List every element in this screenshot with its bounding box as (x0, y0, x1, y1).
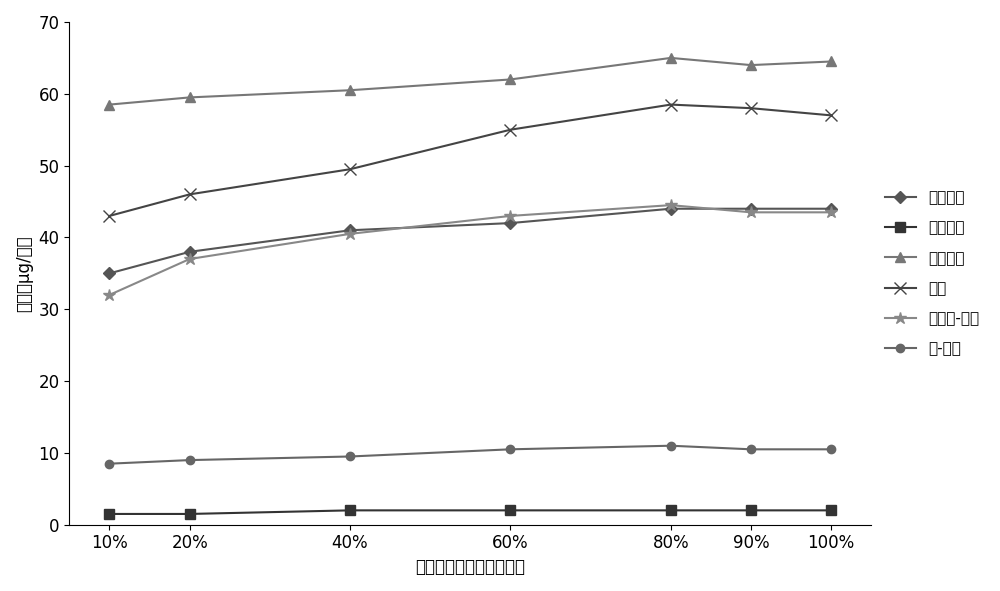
Legend: 对苯二酚, 间苯二酚, 邻苯二酚, 苯酚, 间、对-甲酚, 邻-甲酚: 对苯二酚, 间苯二酚, 邻苯二酚, 苯酚, 间、对-甲酚, 邻-甲酚 (879, 184, 985, 363)
邻-甲酚 (184, 456, 196, 463)
邻苯二酚 (745, 61, 757, 69)
邻苯二酚 (103, 101, 115, 108)
间苯二酚 (504, 507, 516, 514)
间、对-甲酚 (504, 212, 516, 219)
X-axis label: 萌取液中甲醇的含量比例: 萌取液中甲醇的含量比例 (415, 558, 525, 576)
间、对-甲酚 (103, 291, 115, 298)
间、对-甲酚 (344, 230, 356, 238)
间苯二酚 (103, 511, 115, 518)
邻-甲酚 (504, 446, 516, 453)
邻-甲酚 (344, 453, 356, 460)
对苯二酚 (103, 270, 115, 277)
邻-甲酚 (825, 446, 837, 453)
苯酚 (184, 191, 196, 198)
对苯二酚 (665, 205, 677, 212)
Line: 苯酚: 苯酚 (104, 99, 837, 222)
间、对-甲酚 (825, 209, 837, 216)
间、对-甲酚 (184, 255, 196, 262)
Line: 邻-甲酚: 邻-甲酚 (105, 441, 835, 468)
邻-甲酚 (745, 446, 757, 453)
苯酚 (745, 105, 757, 112)
对苯二酚 (344, 227, 356, 234)
苯酚 (103, 212, 115, 219)
邻苯二酚 (665, 54, 677, 61)
Line: 邻苯二酚: 邻苯二酚 (105, 53, 836, 109)
Y-axis label: 含量（μg/支）: 含量（μg/支） (15, 235, 33, 311)
邻苯二酚 (184, 94, 196, 101)
Line: 间苯二酚: 间苯二酚 (105, 505, 836, 519)
Line: 间、对-甲酚: 间、对-甲酚 (103, 199, 837, 301)
邻-甲酚 (665, 442, 677, 449)
苯酚 (825, 112, 837, 119)
间苯二酚 (745, 507, 757, 514)
间、对-甲酚 (665, 202, 677, 209)
对苯二酚 (745, 205, 757, 212)
间苯二酚 (184, 511, 196, 518)
间、对-甲酚 (745, 209, 757, 216)
对苯二酚 (504, 219, 516, 226)
间苯二酚 (825, 507, 837, 514)
对苯二酚 (184, 248, 196, 255)
对苯二酚 (825, 205, 837, 212)
Line: 对苯二酚: 对苯二酚 (105, 204, 835, 278)
苯酚 (504, 126, 516, 134)
邻-甲酚 (103, 460, 115, 467)
间苯二酚 (665, 507, 677, 514)
间苯二酚 (344, 507, 356, 514)
苯酚 (665, 101, 677, 108)
苯酚 (344, 165, 356, 173)
邻苯二酚 (825, 58, 837, 65)
邻苯二酚 (504, 76, 516, 83)
邻苯二酚 (344, 87, 356, 94)
